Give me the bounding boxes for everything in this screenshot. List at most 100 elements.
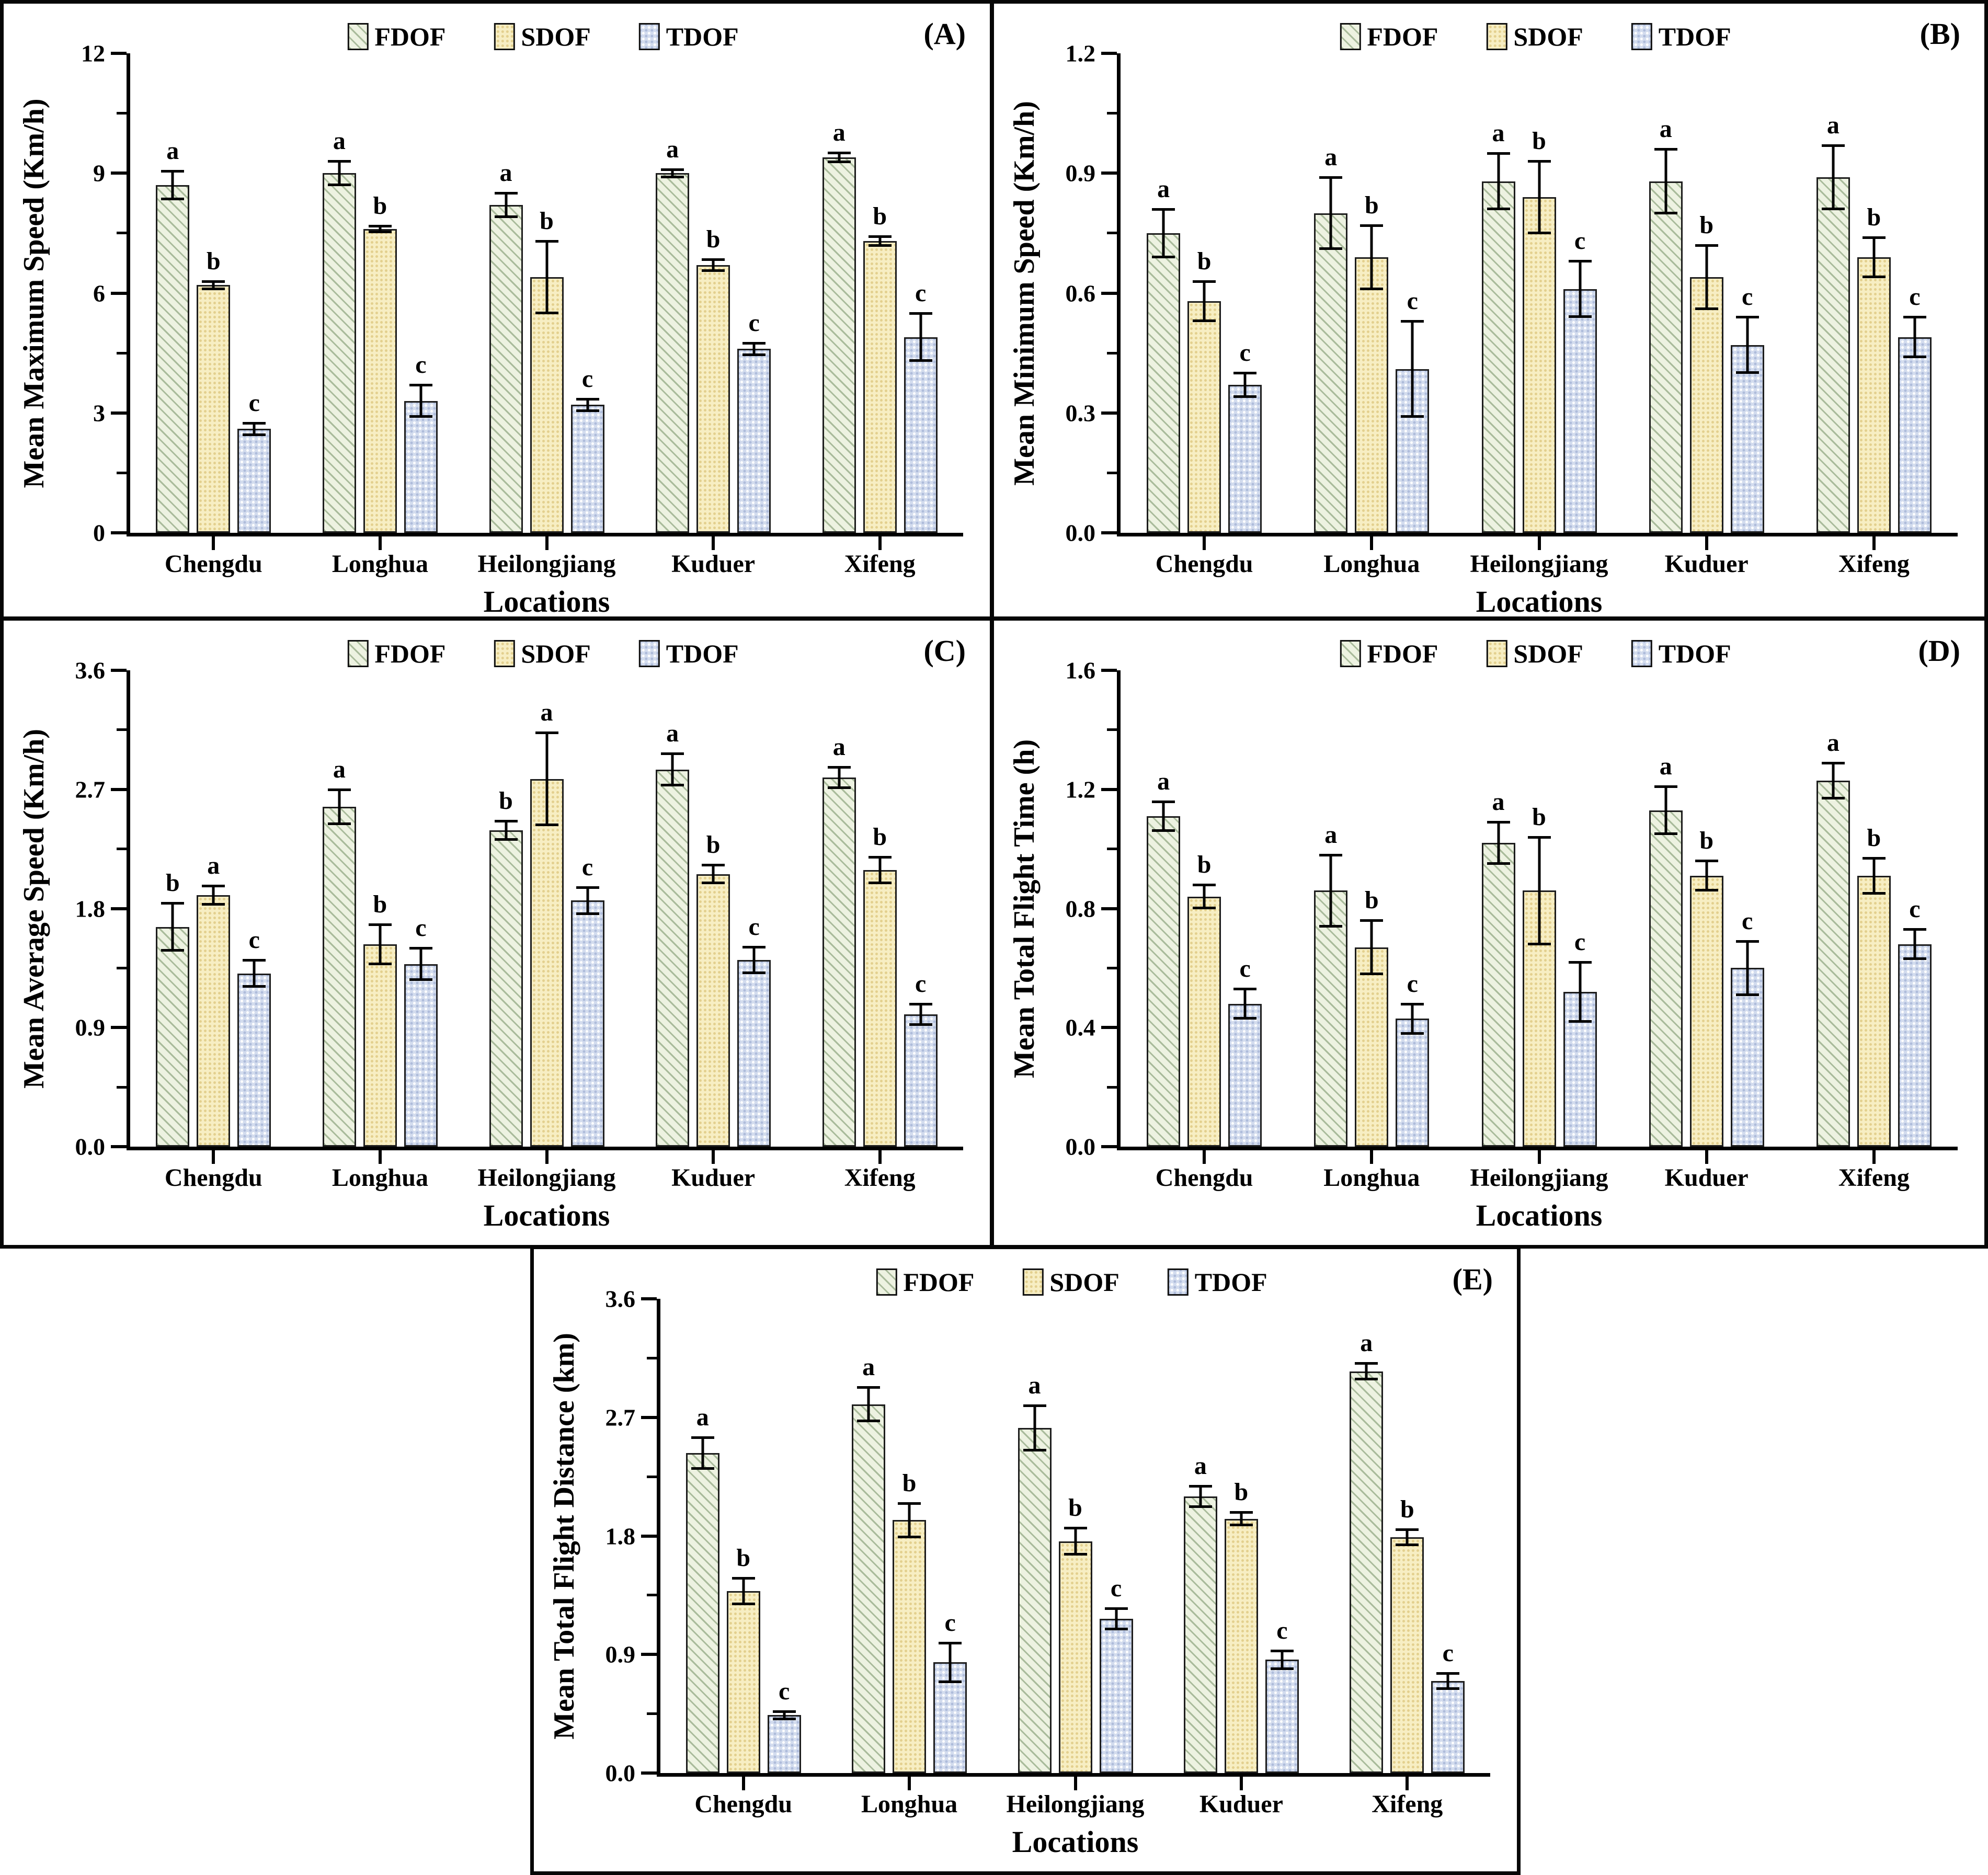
panel-a-mean-maximum-speed: Mean Maximum Speed (Km/h) (A) FDOF SDOF TDOF… (0, 0, 993, 620)
error-cap-bottom (827, 786, 851, 790)
error-bar-sdof-heilongjiang (1527, 160, 1551, 234)
sig-letter-tdof-kuduer: c (1276, 1616, 1288, 1644)
x-tick-kuduer (712, 1150, 715, 1164)
legend-label-sdof: SDOF (1049, 1267, 1119, 1297)
y-axis-title: Mean Minimum Speed (Km/h) (1008, 100, 1041, 486)
bar-fdof-heilongjiang (489, 830, 523, 1147)
error-bar-sdof-heilongjiang (535, 240, 558, 314)
error-bar-tdof-heilongjiang (576, 398, 599, 412)
sig-letter-sdof-xifeng: b (1400, 1495, 1414, 1523)
error-cap-bottom (535, 311, 558, 314)
error-line (1033, 1405, 1036, 1450)
error-bar-fdof-xifeng (1355, 1362, 1378, 1380)
x-category-label-longhua: Longhua (861, 1790, 958, 1818)
x-category-label-heilongjiang: Heilongjiang (477, 550, 616, 578)
sig-letter-tdof-heilongjiang: c (1574, 928, 1586, 956)
sig-letter-sdof-xifeng: b (873, 822, 887, 851)
error-line (1162, 209, 1165, 257)
bar-sdof-kuduer (1689, 875, 1723, 1147)
sig-letter-fdof-chengdu: a (166, 137, 179, 165)
error-cap-bottom (1104, 1628, 1128, 1631)
error-line (1115, 1608, 1117, 1630)
sig-letter-tdof-xifeng: c (1909, 283, 1921, 311)
error-bar-fdof-heilongjiang (1487, 821, 1510, 865)
bar-sdof-chengdu (726, 1591, 760, 1773)
y-tick-major (111, 669, 127, 672)
error-bar-tdof-longhua (1401, 1002, 1424, 1035)
error-bar-tdof-chengdu (1233, 372, 1257, 398)
error-bar-fdof-kuduer (1654, 785, 1677, 836)
sig-letter-fdof-longhua: a (1324, 143, 1338, 171)
sig-letter-fdof-kuduer: a (666, 135, 679, 163)
bar-fdof-heilongjiang (1018, 1427, 1052, 1773)
bar-tdof-chengdu (767, 1715, 801, 1773)
error-line (419, 385, 422, 417)
x-tick-longhua (1370, 536, 1374, 550)
y-tick-minor (1107, 966, 1117, 969)
y-tick-minor (647, 1356, 657, 1359)
bar-fdof-xifeng (822, 157, 856, 533)
y-tick-label: 1.2 (1065, 40, 1096, 67)
x-tick-heilongjiang (1537, 536, 1541, 550)
error-line (505, 193, 507, 218)
legend-swatch-sdof (1486, 640, 1507, 667)
error-bar-tdof-xifeng (1903, 316, 1926, 358)
error-bar-sdof-xifeng (1862, 236, 1886, 278)
error-cap-bottom (1152, 829, 1175, 832)
error-cap-bottom (868, 244, 892, 247)
y-tick-major (111, 787, 127, 791)
legend-item-sdof: SDOF (494, 638, 591, 669)
panel-letter-label: (E) (1452, 1262, 1493, 1296)
x-category-label-chengdu: Chengdu (1155, 550, 1253, 578)
error-bar-sdof-chengdu (202, 280, 225, 290)
error-cap-bottom (409, 978, 432, 981)
bar-sdof-chengdu (1187, 301, 1221, 533)
error-bar-tdof-chengdu (772, 1710, 796, 1720)
y-tick-major (1101, 531, 1117, 534)
legend-item-fdof: FDOF (876, 1267, 974, 1297)
sig-letter-tdof-longhua: c (415, 351, 427, 379)
sig-letter-sdof-heilongjiang: b (540, 207, 554, 235)
error-line (1664, 786, 1667, 834)
sig-letter-fdof-longhua: a (1324, 821, 1338, 849)
bar-tdof-heilongjiang (1563, 289, 1597, 533)
error-bar-fdof-longhua (327, 160, 351, 187)
y-tick-major (1101, 669, 1117, 672)
legend-label-fdof: FDOF (374, 639, 446, 668)
error-bar-sdof-chengdu (1193, 280, 1216, 322)
error-cap-bottom (1487, 862, 1510, 865)
error-line (1872, 237, 1876, 277)
legend-label-sdof: SDOF (1513, 22, 1583, 51)
legend-label-tdof: TDOF (1658, 22, 1731, 51)
legend-label-tdof: TDOF (1658, 639, 1731, 668)
error-line (919, 313, 922, 361)
error-cap-bottom (1355, 1377, 1378, 1380)
error-line (742, 1578, 745, 1605)
x-tick-xifeng (1872, 536, 1876, 550)
y-tick-label: 0 (93, 519, 105, 546)
y-tick-label: 0.9 (605, 1641, 636, 1668)
error-cap-bottom (702, 269, 725, 272)
legend: FDOF SDOF TDOF (347, 638, 739, 669)
error-bar-tdof-xifeng (909, 1002, 932, 1026)
y-tick-minor (1107, 848, 1117, 851)
y-tick-label: 0.0 (605, 1759, 636, 1787)
error-bar-fdof-xifeng (1821, 144, 1845, 211)
y-tick-minor (117, 112, 127, 115)
error-bar-tdof-xifeng (1436, 1672, 1460, 1690)
bar-tdof-xifeng (1431, 1680, 1465, 1773)
error-cap-bottom (772, 1717, 796, 1720)
bar-fdof-chengdu (156, 185, 190, 533)
x-category-label-kuduer: Kuduer (1199, 1790, 1283, 1818)
error-line (419, 948, 422, 980)
x-category-label-kuduer: Kuduer (671, 1164, 756, 1192)
plot-area: 0.0 0.9 1.8 2.7 3.6 Chengdu b a c Longhua a b c Heilo… (75, 657, 963, 1232)
bar-fdof-chengdu (156, 927, 190, 1147)
error-line (752, 946, 756, 974)
error-cap-bottom (1654, 832, 1677, 836)
bar-fdof-heilongjiang (1481, 843, 1515, 1147)
legend-swatch-fdof (1340, 23, 1361, 50)
error-cap-bottom (161, 949, 185, 952)
error-bar-sdof-kuduer (1695, 860, 1718, 892)
